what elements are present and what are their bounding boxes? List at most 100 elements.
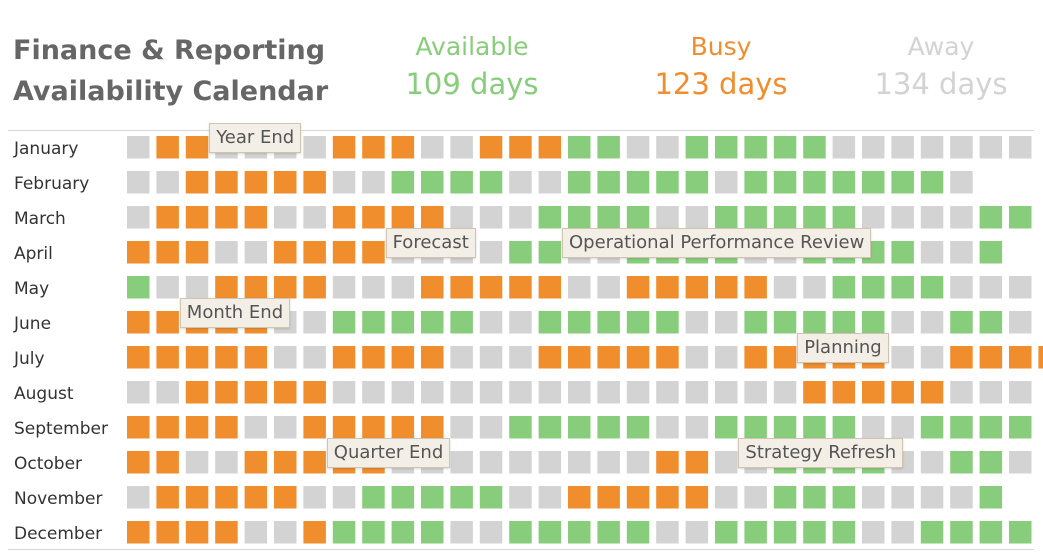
day-cell	[1009, 346, 1032, 369]
day-cell	[156, 136, 179, 159]
day-cell	[862, 276, 885, 299]
day-cell	[215, 451, 238, 474]
day-cell	[950, 241, 973, 264]
day-cell	[803, 171, 826, 194]
day-cell	[715, 276, 738, 299]
day-cell	[568, 486, 591, 509]
day-cell	[156, 521, 179, 544]
day-cell	[862, 171, 885, 194]
day-cell	[891, 276, 914, 299]
day-cell	[979, 241, 1003, 264]
day-cell	[656, 276, 679, 299]
day-cell	[715, 311, 738, 334]
day-cell	[127, 311, 150, 334]
day-cell	[920, 416, 944, 439]
day-cell	[509, 486, 532, 509]
day-cell	[362, 346, 385, 369]
day-cell	[303, 381, 326, 404]
day-cell	[597, 136, 620, 159]
day-cell	[215, 276, 238, 299]
day-cell	[920, 521, 944, 544]
day-cell	[450, 171, 473, 194]
day-cell	[362, 171, 385, 194]
day-cell	[832, 171, 856, 194]
day-cell	[832, 416, 856, 439]
stat-away-value: 134 days	[874, 67, 1008, 101]
day-cell	[479, 136, 503, 159]
day-cell	[156, 171, 179, 194]
day-cell	[538, 486, 562, 509]
day-cell	[332, 276, 356, 299]
day-cell	[362, 521, 385, 544]
day-cell	[744, 171, 767, 194]
day-cell	[626, 451, 650, 474]
day-cell	[332, 171, 356, 194]
day-cell	[626, 171, 650, 194]
day-cell	[127, 241, 150, 264]
day-cell	[979, 206, 1003, 229]
day-cell	[509, 311, 532, 334]
month-label: February	[14, 174, 89, 194]
day-cell	[332, 206, 356, 229]
day-cell	[773, 346, 797, 369]
day-cell	[979, 346, 1003, 369]
day-cell	[127, 206, 150, 229]
day-cell	[744, 381, 767, 404]
day-cell	[891, 346, 914, 369]
day-cell	[979, 136, 1003, 159]
day-cell	[127, 171, 150, 194]
day-cell	[332, 241, 356, 264]
day-cell	[479, 486, 503, 509]
day-cell	[950, 521, 973, 544]
day-cell	[773, 521, 797, 544]
day-cell	[685, 416, 709, 439]
day-cell	[979, 381, 1003, 404]
day-cell	[832, 206, 856, 229]
day-cell	[626, 311, 650, 334]
day-cell	[274, 206, 297, 229]
day-cell	[156, 206, 179, 229]
day-cell	[685, 486, 709, 509]
month-label: December	[14, 524, 102, 544]
day-cell	[685, 346, 709, 369]
day-cell	[568, 136, 591, 159]
day-cell	[715, 171, 738, 194]
day-cell	[421, 311, 444, 334]
day-cell	[979, 276, 1003, 299]
day-cell	[244, 276, 268, 299]
day-cell	[568, 171, 591, 194]
day-cell	[744, 346, 767, 369]
day-cell	[538, 171, 562, 194]
day-cell	[509, 241, 532, 264]
day-cell	[950, 171, 973, 194]
day-cell	[274, 486, 297, 509]
day-cell	[1009, 311, 1032, 334]
day-cell	[185, 206, 209, 229]
day-cell	[127, 451, 150, 474]
day-cell	[920, 136, 944, 159]
day-cell	[568, 381, 591, 404]
day-cell	[127, 276, 150, 299]
day-cell	[479, 381, 503, 404]
day-cell	[715, 346, 738, 369]
day-cell	[597, 521, 620, 544]
day-cell	[656, 136, 679, 159]
day-cell	[656, 171, 679, 194]
stat-away-label: Away	[907, 32, 975, 61]
day-cell	[920, 311, 944, 334]
day-cell	[538, 521, 562, 544]
day-cell	[568, 416, 591, 439]
day-cell	[803, 381, 826, 404]
day-cell	[538, 206, 562, 229]
day-cell	[185, 486, 209, 509]
day-cell	[450, 416, 473, 439]
day-cell	[656, 311, 679, 334]
day-cell	[950, 486, 973, 509]
day-cell	[744, 136, 767, 159]
page-title: Finance & Reporting Availability Calenda…	[13, 30, 328, 112]
day-cell	[274, 416, 297, 439]
day-cell	[920, 171, 944, 194]
day-cell	[950, 346, 973, 369]
month-label: May	[14, 279, 49, 299]
